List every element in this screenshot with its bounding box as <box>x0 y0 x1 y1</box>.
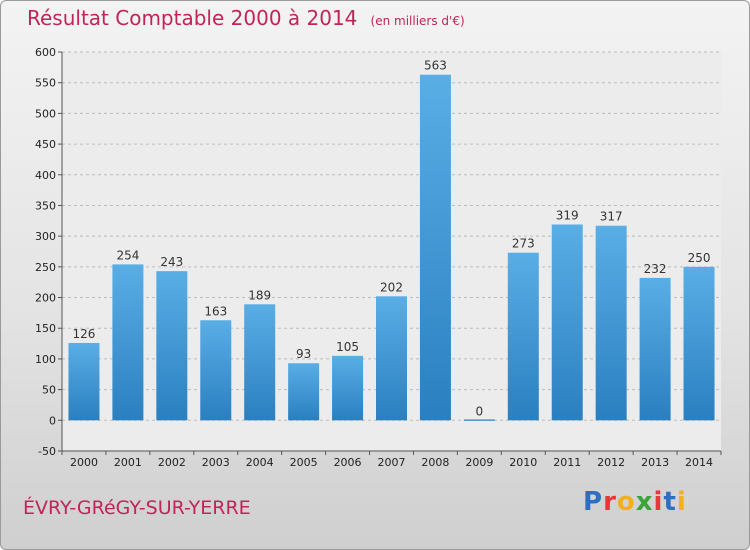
proxiti-logo[interactable]: Proxiti <box>583 487 687 517</box>
y-tick-label: 450 <box>35 138 56 151</box>
x-tick-label: 2005 <box>290 456 318 469</box>
bar-value-label: 202 <box>380 280 403 294</box>
logo-letter: i <box>676 487 687 517</box>
town-name: ÉVRY-GRéGY-SUR-YERRE <box>23 497 251 519</box>
y-tick-label: 50 <box>42 384 56 397</box>
bar-value-label: 126 <box>73 327 96 341</box>
x-tick-label: 2013 <box>641 456 669 469</box>
bar-value-label: 163 <box>204 304 227 318</box>
bar <box>332 355 364 421</box>
x-tick-label: 2001 <box>114 456 142 469</box>
y-tick-label: 250 <box>35 261 56 274</box>
x-tick-label: 2006 <box>334 456 362 469</box>
logo-letter: P <box>583 487 604 517</box>
bar-value-label: 273 <box>512 237 535 251</box>
x-tick-label: 2009 <box>465 456 493 469</box>
y-tick-label: 150 <box>35 322 56 335</box>
y-tick-label: 350 <box>35 199 56 212</box>
bar <box>112 264 144 421</box>
bars: 126 254 243 163 189 93 105 202 563 0 273 319 317 232 2… <box>68 59 715 421</box>
x-tick-label: 2010 <box>509 456 537 469</box>
title-row: Résultat Comptable 2000 à 2014 (en milli… <box>27 6 465 30</box>
bar-value-label: 0 <box>476 404 484 418</box>
y-tick-label: 0 <box>49 414 56 427</box>
x-tick-label: 2004 <box>246 456 274 469</box>
bar-value-label: 93 <box>296 347 311 361</box>
y-tick-label: 500 <box>35 107 56 120</box>
bar-value-label: 563 <box>424 59 447 73</box>
bar <box>639 277 671 421</box>
bar-value-label: 319 <box>556 208 579 222</box>
bar <box>683 266 715 421</box>
y-axis: -50 0 50 100 150 200 250 300 350 400 450 500 550 600 <box>35 46 63 458</box>
logo-letter: t <box>663 487 677 517</box>
bar <box>419 74 451 421</box>
y-tick-label: 300 <box>35 230 56 243</box>
bar-value-label: 105 <box>336 340 359 354</box>
logo-letter: o <box>616 487 636 517</box>
bar <box>156 271 188 421</box>
y-tick-label: 600 <box>35 46 56 59</box>
bar <box>200 320 232 421</box>
x-tick-label: 2007 <box>378 456 406 469</box>
x-tick-label: 2002 <box>158 456 186 469</box>
bar-value-label: 317 <box>600 210 623 224</box>
x-tick-label: 2000 <box>70 456 98 469</box>
x-tick-label: 2012 <box>597 456 625 469</box>
bar-value-label: 254 <box>116 248 139 262</box>
x-tick-label: 2011 <box>553 456 581 469</box>
bar <box>551 224 583 421</box>
bar-value-label: 232 <box>644 262 667 276</box>
bar <box>68 342 100 421</box>
chart-title: Résultat Comptable 2000 à 2014 <box>27 6 358 30</box>
x-tick-label: 2014 <box>685 456 713 469</box>
logo-letter: i <box>653 487 664 517</box>
x-tick-label: 2008 <box>421 456 449 469</box>
chart-subtitle: (en milliers d'€) <box>370 14 465 28</box>
y-tick-label: 550 <box>35 77 56 90</box>
x-tick-label: 2003 <box>202 456 230 469</box>
bar-value-label: 243 <box>160 255 183 269</box>
y-tick-label: 200 <box>35 292 56 305</box>
bar-value-label: 189 <box>248 288 271 302</box>
y-tick-label: 400 <box>35 169 56 182</box>
bar <box>463 419 495 421</box>
bar <box>376 296 407 421</box>
y-tick-label: 100 <box>35 353 56 366</box>
bar <box>507 252 539 421</box>
bar <box>288 363 320 421</box>
x-axis: 2000 2001 2002 2003 2004 2005 2006 2007 2008 2009… <box>61 450 722 469</box>
logo-letter: r <box>603 487 617 517</box>
bar <box>244 304 276 421</box>
bar-value-label: 250 <box>688 251 711 265</box>
y-tick-label: -50 <box>38 445 56 458</box>
logo-letter: x <box>635 487 654 517</box>
bar <box>595 225 627 421</box>
